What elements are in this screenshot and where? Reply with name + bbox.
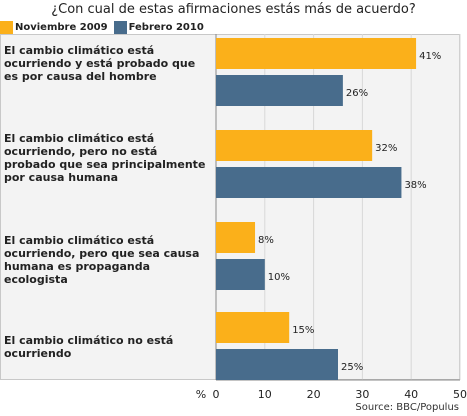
x-tick-label-40: 40	[404, 388, 418, 401]
bar-value-febrero-2010-1: 26%	[346, 88, 368, 99]
bar-febrero-2010-2	[216, 167, 402, 198]
x-tick-label-30: 30	[355, 388, 369, 401]
chart-area: El cambio climático está ocurriendo y es…	[0, 34, 467, 416]
category-label-2: El cambio climático está ocurriendo, per…	[4, 132, 206, 184]
chart-title: ¿Con cual de estas afirmaciones estás má…	[51, 2, 416, 17]
category-label-4: El cambio climático no está ocurriendo	[4, 334, 174, 360]
bar-febrero-2010-3	[216, 259, 265, 290]
legend-item-febrero-2010: Febrero 2010	[113, 20, 204, 34]
bar-noviembre-2009-3	[216, 222, 256, 253]
x-tick-label-20: 20	[307, 388, 321, 401]
legend-label-febrero-2010: Febrero 2010	[128, 21, 204, 33]
x-axis-unit-label: %	[196, 388, 206, 401]
source-note: Source: BBC/Populus	[355, 402, 459, 413]
bar-value-noviembre-2009-2: 32%	[375, 143, 397, 154]
bar-febrero-2010-1	[216, 75, 343, 106]
bar-value-noviembre-2009-1: 41%	[419, 51, 441, 62]
legend-item-noviembre-2009: Noviembre 2009	[0, 20, 108, 34]
category-label-3: El cambio climático está ocurriendo, per…	[4, 234, 200, 286]
bar-value-noviembre-2009-3: 8%	[258, 235, 274, 246]
bar-value-noviembre-2009-4: 15%	[292, 325, 314, 336]
bar-noviembre-2009-2	[216, 130, 373, 161]
legend-swatch-febrero-2010	[113, 20, 127, 34]
bar-value-febrero-2010-4: 25%	[341, 362, 363, 373]
bar-noviembre-2009-4	[216, 312, 290, 343]
legend: Noviembre 2009 Febrero 2010	[0, 20, 204, 34]
bar-febrero-2010-4	[216, 349, 338, 380]
x-tick-label-50: 50	[453, 388, 467, 401]
bar-value-febrero-2010-2: 38%	[404, 180, 426, 191]
category-label-1: El cambio climático está ocurriendo y es…	[4, 44, 196, 83]
x-tick-label-10: 10	[258, 388, 272, 401]
legend-swatch-noviembre-2009	[0, 20, 13, 34]
legend-label-noviembre-2009: Noviembre 2009	[15, 21, 108, 33]
x-tick-label-0: 0	[213, 388, 220, 401]
bar-value-febrero-2010-3: 10%	[268, 272, 290, 283]
bar-noviembre-2009-1	[216, 38, 417, 69]
bar-chart-svg: 41% 26% 32% 38% 8% 10% 15% 25% 0 10 20 30 40 50%	[196, 34, 467, 401]
